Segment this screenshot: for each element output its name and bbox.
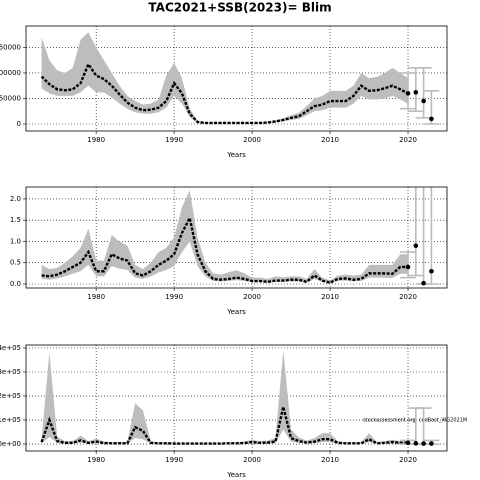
y-tick-label: 3e+05 [0,368,21,376]
y-tick-label: 1.5 [10,216,21,224]
forecast-point [413,243,419,249]
x-axis-label: Years [226,308,246,316]
y-tick-label: 0.0 [10,280,21,288]
x-axis-label: Years [226,151,246,159]
y-tick-label: 100000 [0,69,21,77]
x-tick-label: 1990 [165,136,183,144]
y-tick-label: 2.0 [10,195,21,203]
forecast-point [405,264,411,270]
y-tick-label: 4e+05 [0,344,21,352]
y-tick-label: 1.0 [10,237,21,245]
y-tick-label: 1e+05 [0,416,21,424]
estimate-line [40,406,409,445]
forecast-point [413,441,419,446]
estimate-line [40,61,409,125]
x-tick-label: 2020 [399,456,417,464]
confidence-band [41,350,409,444]
x-axis-label: Years [226,471,246,479]
x-tick-label: 2010 [321,293,339,301]
y-tick-label: 2e+05 [0,392,21,400]
y-tick-label: 0 [17,120,21,128]
forecast-point [421,98,426,104]
x-tick-label: 1980 [87,136,105,144]
estimate-line [41,214,409,285]
forecast-point [413,90,419,95]
forecast-point [405,91,411,96]
chart-title: TAC2021+SSB(2023)= Blim [148,1,331,15]
plot-area [26,26,447,131]
forecast-point [429,268,434,274]
x-tick-label: 1980 [87,456,105,464]
confidence-band [41,32,409,124]
x-tick-label: 2000 [243,456,261,464]
x-tick-label: 2010 [321,456,339,464]
x-tick-label: 1990 [165,456,183,464]
forecast-point [421,280,426,286]
forecast-point [421,441,426,446]
plot-frame [25,25,448,132]
y-tick-label: 0.5 [10,259,21,267]
y-tick-label: 150000 [0,43,21,51]
forecast-point [405,440,411,446]
x-tick-label: 1990 [165,293,183,301]
x-tick-label: 2000 [243,136,261,144]
plot-area [26,345,447,451]
plot-frame [25,186,448,289]
x-tick-label: 2000 [243,293,261,301]
plot-frame [25,344,448,452]
forecast-point [429,441,434,446]
x-tick-label: 1980 [87,293,105,301]
plot-area [26,187,447,288]
x-tick-label: 2020 [399,136,417,144]
x-tick-label: 2020 [399,293,417,301]
forecast-point [429,116,434,122]
y-tick-label: 0e+00 [0,440,21,448]
y-tick-label: 50000 [0,94,21,102]
x-tick-label: 2010 [321,136,339,144]
